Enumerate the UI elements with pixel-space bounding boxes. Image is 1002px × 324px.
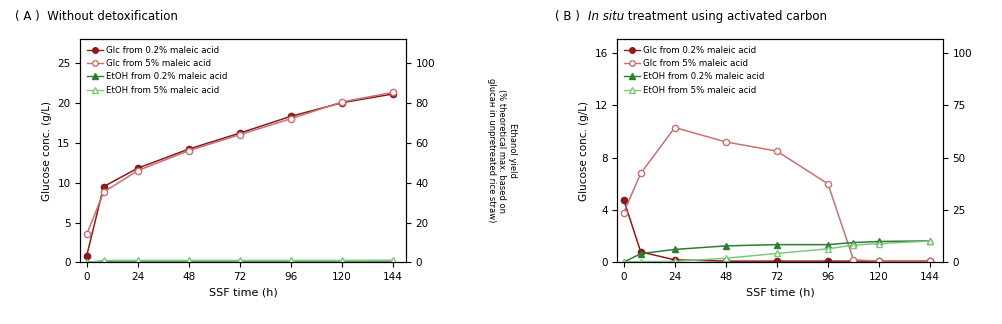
- X-axis label: SSF time (h): SSF time (h): [208, 288, 278, 298]
- Text: treatment using activated carbon: treatment using activated carbon: [623, 10, 826, 23]
- Y-axis label: Ethanol yield
(% theoretical max. based on
glucан in unpretreated rice straw): Ethanol yield (% theoretical max. based …: [486, 78, 516, 223]
- Y-axis label: Glucose conc. (g/L): Glucose conc. (g/L): [578, 101, 588, 201]
- Legend: Glc from 0.2% maleic acid, Glc from 5% maleic acid, EtOH from 0.2% maleic acid, : Glc from 0.2% maleic acid, Glc from 5% m…: [84, 43, 229, 97]
- Text: In situ: In situ: [587, 10, 623, 23]
- Text: ( A )  Without detoxification: ( A ) Without detoxification: [15, 10, 177, 23]
- Y-axis label: Glucose conc. (g/L): Glucose conc. (g/L): [42, 101, 52, 201]
- X-axis label: SSF time (h): SSF time (h): [744, 288, 814, 298]
- Legend: Glc from 0.2% maleic acid, Glc from 5% maleic acid, EtOH from 0.2% maleic acid, : Glc from 0.2% maleic acid, Glc from 5% m…: [621, 43, 767, 97]
- Text: ( B ): ( B ): [554, 10, 587, 23]
